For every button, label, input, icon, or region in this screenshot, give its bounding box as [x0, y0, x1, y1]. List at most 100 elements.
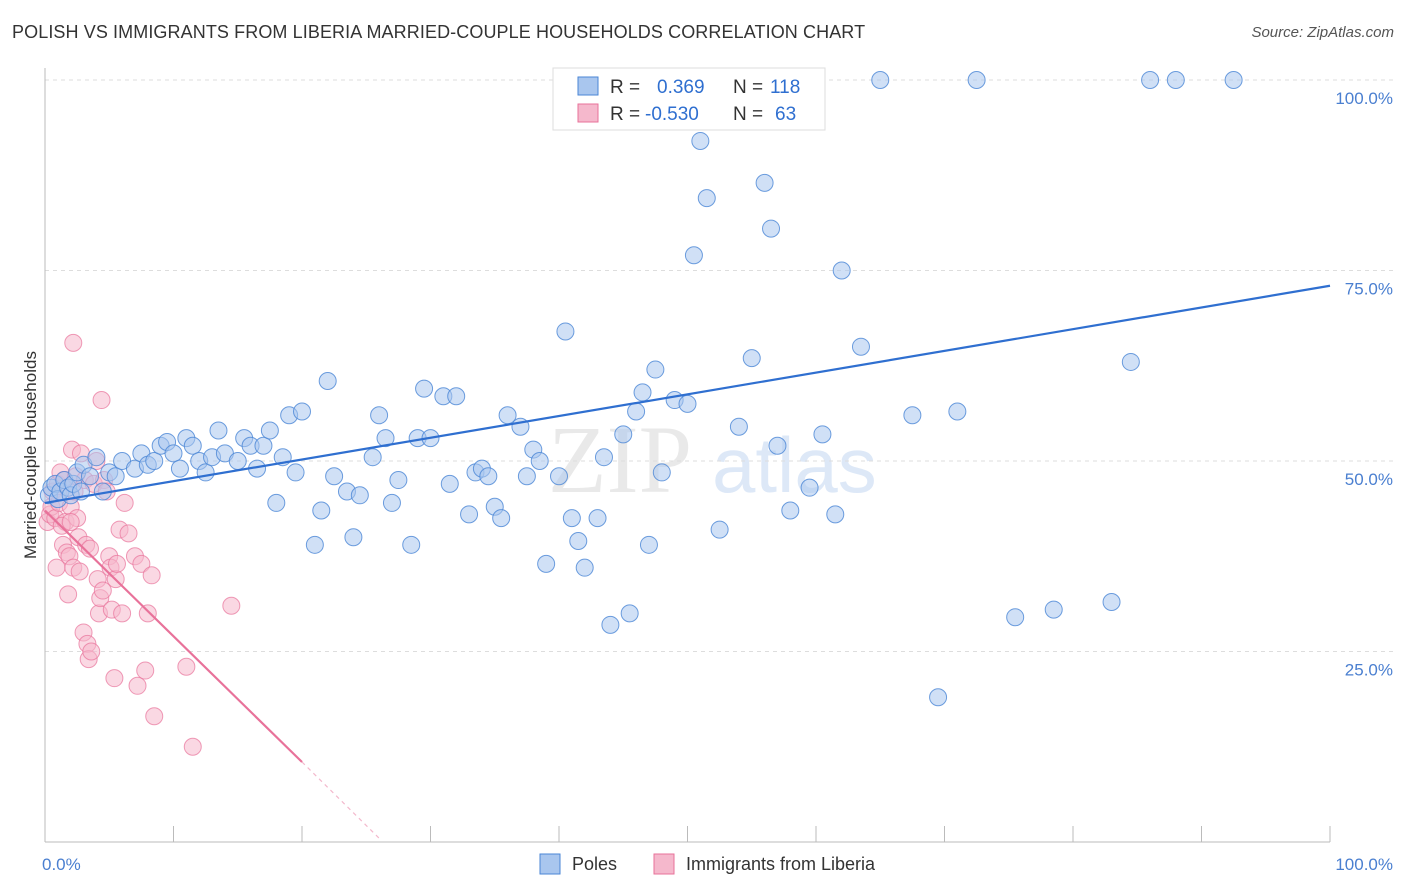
liberia-point — [177, 657, 196, 676]
poles-point — [267, 493, 286, 512]
poles-point — [530, 452, 549, 470]
liberia-point — [136, 661, 155, 680]
poles-point — [447, 387, 466, 406]
poles-point — [382, 493, 401, 512]
poles-point — [768, 436, 787, 455]
liberia-point — [222, 596, 241, 615]
legend-poles-n-label: N = — [733, 77, 763, 98]
poles-point — [402, 535, 421, 554]
poles-series — [39, 71, 1243, 707]
liberia-point — [92, 391, 111, 410]
poles-point — [363, 448, 382, 467]
poles-point — [691, 131, 710, 150]
grid — [45, 79, 1395, 652]
poles-point — [633, 383, 652, 402]
legend-poles-r-value: 0.369 — [657, 77, 705, 98]
liberia-series — [38, 333, 241, 756]
liberia-point — [80, 539, 99, 558]
legend-poles-swatch — [577, 76, 599, 96]
poles-point — [1102, 592, 1121, 611]
poles-point — [305, 535, 324, 554]
poles-point — [575, 558, 594, 577]
axes — [44, 68, 1331, 843]
poles-point — [569, 532, 588, 551]
poles-point — [562, 509, 581, 528]
liberia-point — [115, 493, 134, 512]
poles-point — [742, 349, 761, 368]
poles-point — [183, 436, 202, 455]
poles-point — [350, 486, 369, 505]
liberia-point — [93, 581, 112, 600]
poles-point — [293, 402, 311, 421]
poles-point — [254, 436, 273, 455]
liberia-point — [107, 554, 126, 573]
poles-point — [851, 337, 870, 356]
liberia-point — [64, 333, 83, 352]
liberia-point — [70, 562, 89, 581]
poles-point — [460, 505, 479, 524]
x-tick-labels: 0.0% 100.0% — [42, 855, 1393, 874]
poles-point — [781, 501, 800, 520]
poles-point — [286, 463, 305, 482]
poles-point — [929, 688, 948, 707]
poles-point — [312, 501, 331, 520]
poles-point — [620, 604, 639, 623]
legend-poles-n-value: 118 — [770, 77, 800, 98]
liberia-point — [119, 524, 138, 543]
poles-point — [164, 444, 183, 463]
watermark-zip: ZIP — [548, 406, 692, 513]
poles-point — [639, 535, 658, 554]
poles-point — [556, 322, 575, 341]
poles-point — [389, 471, 408, 490]
poles-point — [440, 474, 459, 493]
poles-point — [755, 173, 774, 192]
y-tick-label: 75.0% — [1345, 280, 1393, 299]
poles-point — [550, 467, 568, 486]
x-tick-label: 100.0% — [1335, 855, 1393, 874]
liberia-trend-line — [44, 509, 303, 763]
legend-liberia-n-value: 63 — [775, 104, 796, 125]
poles-point — [260, 421, 279, 440]
poles-point — [646, 360, 665, 379]
poles-point — [196, 463, 215, 482]
y-tick-label: 50.0% — [1345, 470, 1393, 489]
poles-point — [948, 402, 967, 421]
poles-point — [1044, 600, 1063, 619]
legend-liberia-n-label: N = — [733, 104, 763, 125]
poles-trend-line — [44, 284, 1331, 504]
poles-point — [170, 459, 189, 478]
liberia-point — [145, 707, 164, 726]
poles-point — [967, 71, 986, 89]
poles-point — [492, 509, 511, 528]
liberia-point — [82, 642, 101, 661]
poles-point — [813, 425, 832, 444]
poles-point — [1121, 352, 1140, 371]
poles-point — [228, 452, 247, 470]
poles-point — [344, 528, 363, 547]
legend-liberia-r-value: -0.530 — [645, 104, 699, 125]
poles-point — [697, 189, 716, 208]
poles-point — [594, 448, 613, 467]
legend-bottom: Poles Immigrants from Liberia — [539, 853, 876, 875]
liberia-trend-extension — [301, 761, 380, 839]
poles-point — [652, 463, 671, 482]
poles-point — [601, 615, 620, 634]
poles-point — [832, 261, 851, 280]
y-axis-label: Married-couple Households — [21, 351, 40, 559]
poles-point — [871, 71, 890, 89]
trend-lines — [44, 284, 1331, 839]
legend-liberia-r-label: R = — [610, 104, 640, 125]
poles-point — [1224, 71, 1243, 89]
poles-point — [1141, 71, 1160, 89]
poles-point — [903, 406, 922, 425]
poles-point — [318, 371, 337, 390]
poles-point — [678, 394, 697, 413]
legend-bottom-poles-swatch — [539, 853, 561, 875]
poles-point — [762, 219, 781, 238]
legend-top: R = 0.369 N = 118 R = -0.530 N = 63 — [552, 67, 826, 131]
legend-bottom-liberia-label: Immigrants from Liberia — [686, 854, 876, 874]
x-tick-label: 0.0% — [42, 855, 81, 874]
liberia-point — [142, 566, 161, 585]
y-tick-label: 100.0% — [1335, 89, 1393, 108]
